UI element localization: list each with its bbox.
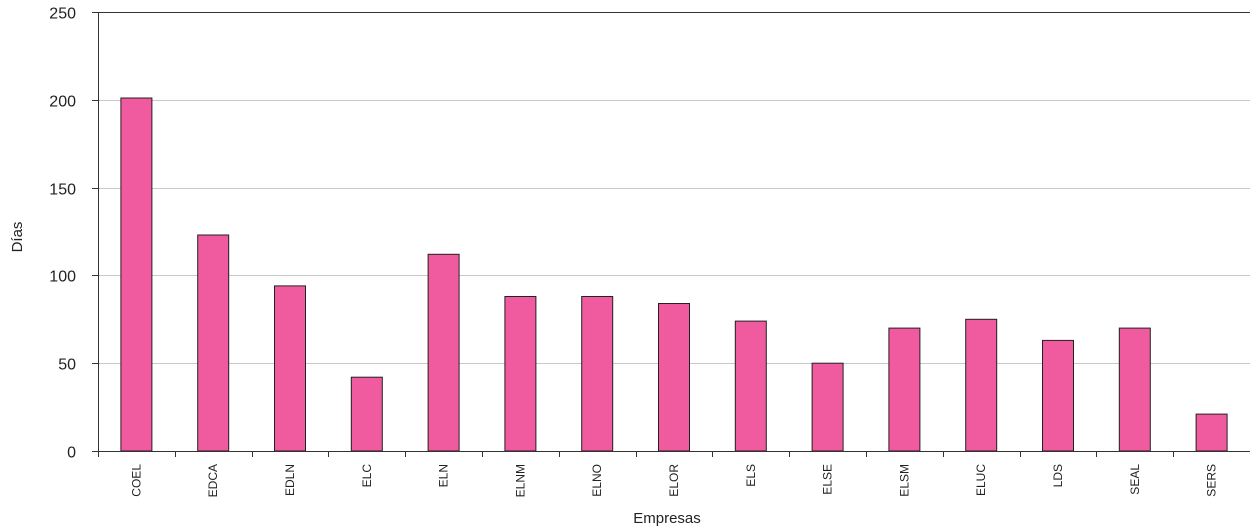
bar-elsm [888, 327, 921, 452]
x-category-label: ELNO [590, 464, 604, 497]
x-category-label: ELS [744, 464, 758, 487]
x-category-label: COEL [129, 464, 143, 497]
y-tick-labels: 0 50 100 150 200 250 [49, 6, 76, 462]
x-category-labels: COEL EDCA EDLN ELC ELN ELNM ELNO ELOR ELS ELSE ELS… [129, 464, 1218, 498]
x-category-label: LDS [1051, 464, 1065, 487]
x-category-label: EDLN [283, 464, 297, 496]
x-category-label: ELSE [821, 464, 835, 495]
bar-elc [350, 376, 383, 452]
bar-elor [658, 303, 690, 452]
y-axis-title: Días [9, 222, 26, 253]
x-category-label: ELC [360, 464, 374, 488]
bar-els [734, 320, 767, 452]
x-category-label: ELUC [974, 464, 988, 496]
x-category-label: EDCA [206, 464, 220, 497]
bar-eln [427, 253, 460, 452]
bar-else [811, 362, 844, 452]
x-category-label: ELOR [667, 464, 681, 497]
bar-eluc [965, 318, 998, 452]
y-tick-label: 0 [67, 445, 76, 462]
x-category-label: SEAL [1128, 464, 1142, 495]
y-tick-label: 200 [49, 94, 76, 111]
y-tick-label: 100 [49, 269, 76, 286]
y-tick-label: 250 [49, 6, 76, 23]
x-category-label: SERS [1205, 464, 1219, 497]
bar-coel [120, 97, 153, 452]
bar-edln [274, 285, 306, 452]
bar-sers [1195, 413, 1228, 452]
x-category-label: ELSM [897, 464, 911, 497]
y-tick-label: 50 [58, 357, 76, 374]
bar-seal [1118, 327, 1151, 452]
x-category-label: ELNM [513, 464, 527, 497]
y-tick-label: 150 [49, 182, 76, 199]
bars [120, 97, 1228, 452]
bar-elnm [504, 296, 537, 452]
axes [92, 12, 1250, 457]
x-category-label: ELN [437, 464, 451, 487]
x-axis-title: Empresas [633, 510, 701, 527]
bar-lds [1042, 339, 1074, 452]
bar-elno [581, 296, 614, 452]
bar-edca [197, 234, 230, 452]
